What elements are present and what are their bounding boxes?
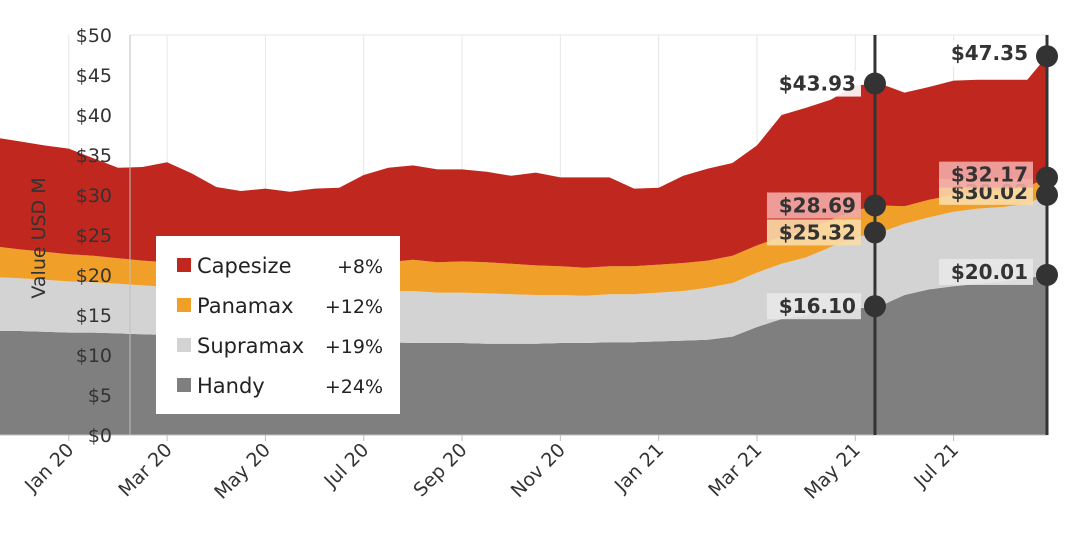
- legend-swatch-capesize: [177, 258, 191, 272]
- callout-label: $28.69: [779, 193, 856, 217]
- y-tick-label: $45: [76, 65, 112, 87]
- legend-label-supramax: Supramax: [197, 334, 304, 358]
- y-axis-label: Value USD M: [28, 177, 50, 298]
- marker-dot: [1036, 45, 1058, 68]
- legend-change-supramax: +19%: [325, 336, 383, 358]
- legend: Capesize +8% Panamax +12% Supramax +19% Handy +…: [156, 236, 400, 414]
- y-tick-label: $0: [88, 425, 112, 447]
- y-tick-label: $25: [76, 225, 112, 247]
- callout-label: $47.35: [951, 41, 1028, 65]
- x-tick-label: Mar 20: [114, 439, 176, 501]
- legend-change-handy: +24%: [325, 376, 383, 398]
- x-tick-label: Jan 20: [20, 439, 78, 497]
- x-tick-label: Sep 20: [409, 439, 471, 501]
- callout-box: [766, 219, 861, 246]
- marker-dot: [1036, 166, 1058, 189]
- legend-swatch-supramax: [177, 338, 191, 352]
- x-tick-label: May 20: [210, 439, 275, 504]
- callout-label: $16.10: [779, 294, 856, 318]
- marker-dot: [1036, 263, 1058, 286]
- callout-box: [939, 161, 1033, 188]
- legend-change-panamax: +12%: [325, 296, 383, 318]
- callout-label: $20.01: [951, 260, 1028, 284]
- legend-swatch-panamax: [177, 298, 191, 312]
- y-tick-label: $5: [88, 385, 112, 407]
- x-tick-label: May 21: [800, 439, 865, 504]
- y-tick-label: $30: [76, 185, 112, 207]
- marker-dot: [863, 295, 886, 318]
- x-tick-label: Nov 20: [507, 439, 570, 502]
- callout-label: $25.32: [779, 220, 856, 244]
- y-tick-label: $35: [76, 145, 112, 167]
- callout-box: [939, 40, 1033, 67]
- legend-label-handy: Handy: [197, 374, 265, 398]
- marker-dot: [863, 72, 886, 95]
- y-tick-label: $50: [76, 25, 112, 47]
- callout-box: [766, 70, 861, 97]
- marker-dot: [1036, 183, 1058, 206]
- x-tick-label: Jul 21: [909, 439, 963, 493]
- callout-box: [766, 293, 861, 320]
- y-tick-label: $40: [76, 105, 112, 127]
- callout-label: $32.17: [951, 163, 1028, 187]
- legend-box: [156, 236, 400, 414]
- callout-box: [939, 258, 1033, 285]
- x-tick-label: Jan 21: [610, 439, 668, 497]
- marker-dot: [863, 194, 886, 217]
- legend-change-capesize: +8%: [337, 256, 383, 278]
- callout-label: $43.93: [779, 72, 856, 96]
- x-tick-label: Jul 20: [319, 439, 373, 493]
- marker-dot: [863, 221, 886, 244]
- callout-box: [766, 192, 861, 219]
- y-tick-label: $15: [76, 305, 112, 327]
- x-tick-label: Mar 21: [704, 439, 766, 501]
- legend-swatch-handy: [177, 378, 191, 392]
- legend-label-capesize: Capesize: [197, 254, 292, 278]
- y-tick-label: $20: [76, 265, 112, 287]
- value-markers: $16.10$25.32$28.69$43.93$20.01$30.02$32.…: [766, 35, 1058, 435]
- legend-label-panamax: Panamax: [197, 294, 294, 318]
- y-tick-label: $10: [76, 345, 112, 367]
